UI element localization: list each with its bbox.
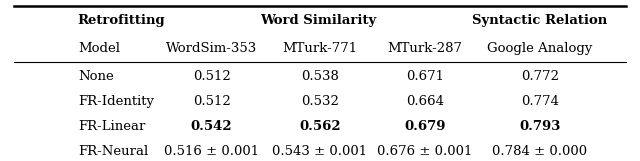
- Text: Word Similarity: Word Similarity: [260, 14, 376, 27]
- Text: 0.516 ± 0.001: 0.516 ± 0.001: [164, 145, 259, 158]
- Text: 0.532: 0.532: [301, 95, 339, 108]
- Text: 0.543 ± 0.001: 0.543 ± 0.001: [273, 145, 367, 158]
- Text: 0.676 ± 0.001: 0.676 ± 0.001: [378, 145, 473, 158]
- Text: Retrofitting: Retrofitting: [78, 14, 166, 27]
- Text: 0.538: 0.538: [301, 70, 339, 83]
- Text: 0.562: 0.562: [299, 120, 341, 133]
- Text: 0.774: 0.774: [521, 95, 559, 108]
- Text: MTurk-771: MTurk-771: [282, 42, 358, 55]
- Text: 0.784 ± 0.000: 0.784 ± 0.000: [492, 145, 588, 158]
- Text: FR-Neural: FR-Neural: [78, 145, 148, 158]
- Text: 0.679: 0.679: [404, 120, 446, 133]
- Text: 0.512: 0.512: [193, 70, 230, 83]
- Text: WordSim-353: WordSim-353: [166, 42, 257, 55]
- Text: Google Analogy: Google Analogy: [487, 42, 593, 55]
- Text: Syntactic Relation: Syntactic Relation: [472, 14, 607, 27]
- Text: 0.793: 0.793: [519, 120, 561, 133]
- Text: 0.772: 0.772: [521, 70, 559, 83]
- Text: 0.512: 0.512: [193, 95, 230, 108]
- Text: 0.664: 0.664: [406, 95, 444, 108]
- Text: Model: Model: [78, 42, 120, 55]
- Text: 0.671: 0.671: [406, 70, 444, 83]
- Text: 0.542: 0.542: [191, 120, 232, 133]
- Text: FR-Identity: FR-Identity: [78, 95, 154, 108]
- Text: None: None: [78, 70, 114, 83]
- Text: FR-Linear: FR-Linear: [78, 120, 145, 133]
- Text: MTurk-287: MTurk-287: [388, 42, 463, 55]
